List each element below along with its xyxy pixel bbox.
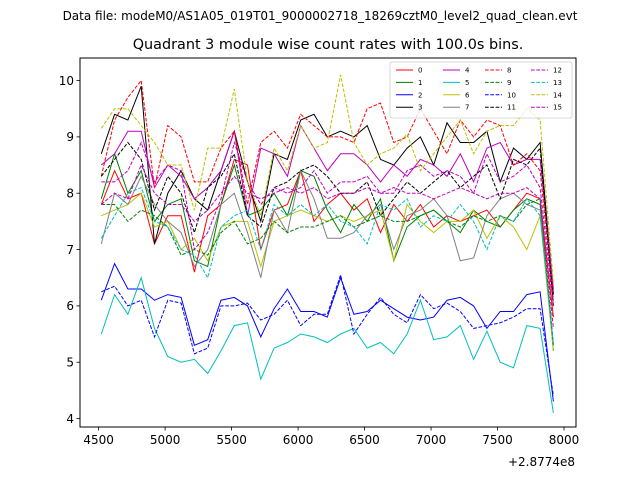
series-line-1 (100, 152, 554, 351)
series-line-14 (100, 74, 554, 284)
x-axis: 4500 5000 5500 6000 6500 7000 7500 8000 (83, 427, 579, 447)
legend-label-9: 9 (507, 79, 511, 87)
y-tick-label: 7 (66, 243, 74, 257)
legend-label-6: 6 (465, 91, 470, 99)
legend-label-7: 7 (465, 104, 469, 112)
legend-label-3: 3 (418, 104, 422, 112)
legend-label-15: 15 (553, 104, 562, 112)
series-line-2 (100, 262, 554, 402)
legend-label-2: 2 (418, 91, 422, 99)
x-tick-label: 5500 (216, 433, 247, 447)
legend-label-0: 0 (418, 67, 422, 75)
series-line-9 (101, 198, 554, 346)
y-axis: 4 5 6 7 8 9 10 (59, 74, 80, 426)
legend-label-11: 11 (507, 104, 516, 112)
series-line-12 (101, 140, 554, 306)
series-line-6 (101, 192, 554, 351)
x-tick-label: 5000 (150, 433, 181, 447)
series-line-7 (100, 169, 554, 346)
legend-label-12: 12 (553, 67, 562, 75)
legend-label-1: 1 (418, 79, 422, 87)
series-line-13 (100, 186, 554, 346)
chart-suptitle: Data file: modeM0/AS1A05_019T01_90000027… (63, 9, 578, 23)
legend-label-14: 14 (553, 91, 562, 99)
legend-label-10: 10 (507, 91, 516, 99)
legend-label-4: 4 (465, 67, 470, 75)
y-tick-label: 8 (66, 187, 74, 201)
legend-label-5: 5 (465, 79, 469, 87)
x-tick-label: 8000 (549, 433, 580, 447)
y-tick-label: 4 (66, 412, 74, 426)
series-line-10 (101, 273, 554, 397)
chart-title: Quadrant 3 module wise count rates with … (133, 37, 524, 53)
x-tick-label: 4500 (83, 433, 114, 447)
plot-lines (100, 74, 554, 413)
legend-box (389, 61, 573, 119)
x-tick-label: 6000 (283, 433, 314, 447)
x-tick-label: 7000 (416, 433, 447, 447)
plot-frame (79, 57, 577, 428)
x-offset-label: +2.8774e8 (508, 455, 575, 469)
y-tick-label: 9 (66, 130, 74, 144)
y-tick-label: 5 (66, 356, 74, 370)
series-line-4 (100, 124, 554, 290)
series-line-15 (100, 163, 554, 329)
y-tick-label: 6 (66, 299, 74, 313)
series-line-5 (100, 276, 554, 413)
series-line-11 (100, 141, 554, 306)
legend-label-13: 13 (553, 79, 562, 87)
y-tick-label: 10 (59, 74, 74, 88)
legend-label-8: 8 (507, 67, 511, 75)
x-tick-label: 7500 (482, 433, 513, 447)
x-tick-label: 6500 (349, 433, 380, 447)
series-line-8 (100, 79, 554, 301)
